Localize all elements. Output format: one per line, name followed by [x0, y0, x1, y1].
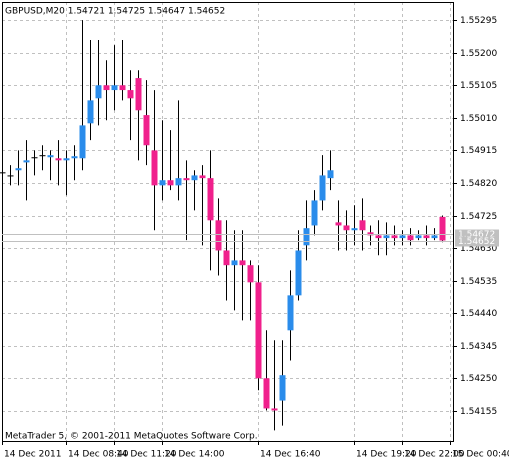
- candle-body: [55, 158, 62, 161]
- y-tick-label: 1.54630: [460, 244, 497, 254]
- y-tick-label: 1.54915: [460, 146, 497, 156]
- candle-body: [431, 235, 438, 239]
- candle-body: [63, 158, 70, 161]
- candle-body: [319, 175, 326, 201]
- y-tick-label: 1.54440: [460, 309, 497, 319]
- candle-body: [391, 235, 398, 239]
- candle-body: [191, 175, 198, 181]
- candle-body: [167, 180, 174, 186]
- y-tick-label: 1.54535: [460, 277, 497, 287]
- candle-body: [111, 85, 118, 91]
- x-tick-label: 14 Dec 14:00: [164, 450, 225, 460]
- candle-body: [127, 90, 134, 99]
- y-tick-label: 1.54725: [460, 212, 497, 222]
- candle-body: [335, 222, 342, 226]
- candle-body: [95, 85, 102, 99]
- candle-body: [119, 85, 126, 91]
- x-tick-label: 14 Dec 2011: [4, 450, 62, 460]
- candle-body: [327, 170, 334, 179]
- candle-body: [367, 232, 374, 236]
- candle-body: [31, 157, 38, 159]
- candle-body: [175, 178, 182, 186]
- price-tag-label: 1.54672: [458, 230, 495, 240]
- candle-body: [383, 235, 390, 239]
- candle-body: [255, 282, 262, 379]
- y-tick-label: 1.55105: [460, 81, 497, 91]
- candle-body: [199, 175, 206, 179]
- candle-body: [159, 180, 166, 186]
- x-tick-label: 14 Dec 11:20: [116, 450, 177, 460]
- candle-body: [359, 220, 366, 231]
- x-tick-label: 14 Dec 16:40: [260, 450, 321, 460]
- candle-body: [135, 78, 142, 111]
- candle-body: [215, 220, 222, 251]
- candle-body: [103, 85, 110, 91]
- candle-body: [311, 200, 318, 226]
- candle-body: [287, 295, 294, 331]
- candle-body: [183, 178, 190, 181]
- candle-body: [439, 216, 446, 241]
- y-tick-label: 1.55010: [460, 114, 497, 124]
- candle-body: [23, 160, 30, 163]
- candle-body: [151, 150, 158, 186]
- candle-body: [263, 378, 270, 409]
- candle-body: [351, 228, 358, 231]
- candle-body: [207, 178, 214, 221]
- candle-body: [143, 115, 150, 146]
- y-tick-label: 1.54345: [460, 342, 497, 352]
- candle-body: [79, 125, 86, 159]
- y-tick-label: 1.54820: [460, 179, 497, 189]
- candle-body: [415, 235, 422, 239]
- candle-body: [303, 228, 310, 246]
- candle-body: [231, 260, 238, 266]
- y-tick-label: 1.55295: [460, 16, 497, 26]
- plot-frame: [2, 2, 454, 442]
- y-tick-label: 1.55200: [460, 49, 497, 59]
- candle-body: [279, 375, 286, 401]
- candle-body: [407, 235, 414, 241]
- candle-body: [223, 250, 230, 266]
- x-tick-label: 14 Dec 19:20: [356, 450, 417, 460]
- candle-body: [15, 168, 22, 171]
- candle-body: [423, 235, 430, 239]
- candle-body: [375, 235, 382, 239]
- x-tick-label: 14 Dec 22:00: [404, 450, 465, 460]
- candles: [0, 20, 446, 431]
- candle-body: [295, 250, 302, 296]
- x-tick-label: 14 Dec 08:40: [68, 450, 129, 460]
- y-tick-label: 1.54250: [460, 374, 497, 384]
- candle-body: [271, 408, 278, 411]
- candle-body: [71, 156, 78, 159]
- candle-body: [47, 155, 54, 158]
- y-tick-label: 1.54155: [460, 407, 497, 417]
- price-tag: [455, 236, 499, 247]
- price-tag: [455, 229, 499, 240]
- footer: MetaTrader 5, © 2001-2011 MetaQuotes Sof…: [5, 432, 258, 442]
- candle-body: [39, 155, 46, 157]
- price-tag-label: 1.54652: [458, 237, 495, 247]
- x-tick-label: 15 Dec 00:40: [452, 450, 509, 460]
- candle-body: [343, 225, 350, 231]
- chart-title: GBPUSD,M20 1.54721 1.54725 1.54647 1.546…: [5, 7, 225, 17]
- candle-body: [399, 235, 406, 239]
- candle-body: [239, 260, 246, 266]
- candle-body: [7, 175, 14, 177]
- candle-body: [247, 265, 254, 283]
- candle-body: [87, 100, 94, 124]
